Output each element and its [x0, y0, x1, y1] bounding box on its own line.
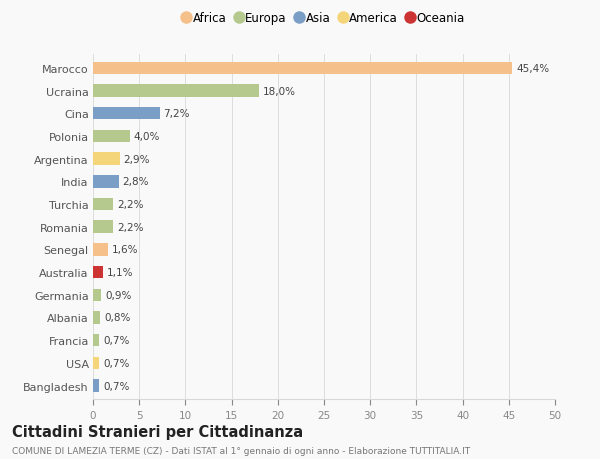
- Bar: [93, 85, 259, 98]
- Text: 2,2%: 2,2%: [117, 222, 143, 232]
- Text: 0,8%: 0,8%: [104, 313, 130, 323]
- Text: 0,7%: 0,7%: [103, 358, 130, 368]
- Text: 0,7%: 0,7%: [103, 381, 130, 391]
- Text: COMUNE DI LAMEZIA TERME (CZ) - Dati ISTAT al 1° gennaio di ogni anno - Elaborazi: COMUNE DI LAMEZIA TERME (CZ) - Dati ISTA…: [12, 446, 470, 455]
- Bar: [93, 289, 101, 302]
- Bar: [93, 153, 120, 166]
- Text: 18,0%: 18,0%: [263, 86, 296, 96]
- Text: 2,9%: 2,9%: [124, 154, 150, 164]
- Bar: [93, 130, 130, 143]
- Bar: [93, 380, 100, 392]
- Bar: [93, 176, 119, 188]
- Text: 2,2%: 2,2%: [117, 200, 143, 210]
- Text: 1,1%: 1,1%: [107, 268, 133, 278]
- Text: Cittadini Stranieri per Cittadinanza: Cittadini Stranieri per Cittadinanza: [12, 425, 303, 440]
- Text: 0,9%: 0,9%: [105, 290, 131, 300]
- Text: 0,7%: 0,7%: [103, 336, 130, 346]
- Text: 7,2%: 7,2%: [163, 109, 190, 119]
- Bar: [93, 108, 160, 120]
- Bar: [93, 312, 100, 324]
- Bar: [93, 244, 108, 256]
- Legend: Africa, Europa, Asia, America, Oceania: Africa, Europa, Asia, America, Oceania: [178, 8, 470, 30]
- Bar: [93, 334, 100, 347]
- Bar: [93, 357, 100, 369]
- Bar: [93, 62, 512, 75]
- Text: 1,6%: 1,6%: [112, 245, 138, 255]
- Bar: [93, 198, 113, 211]
- Text: 4,0%: 4,0%: [134, 132, 160, 142]
- Bar: [93, 221, 113, 234]
- Bar: [93, 266, 103, 279]
- Text: 2,8%: 2,8%: [122, 177, 149, 187]
- Text: 45,4%: 45,4%: [516, 64, 550, 73]
